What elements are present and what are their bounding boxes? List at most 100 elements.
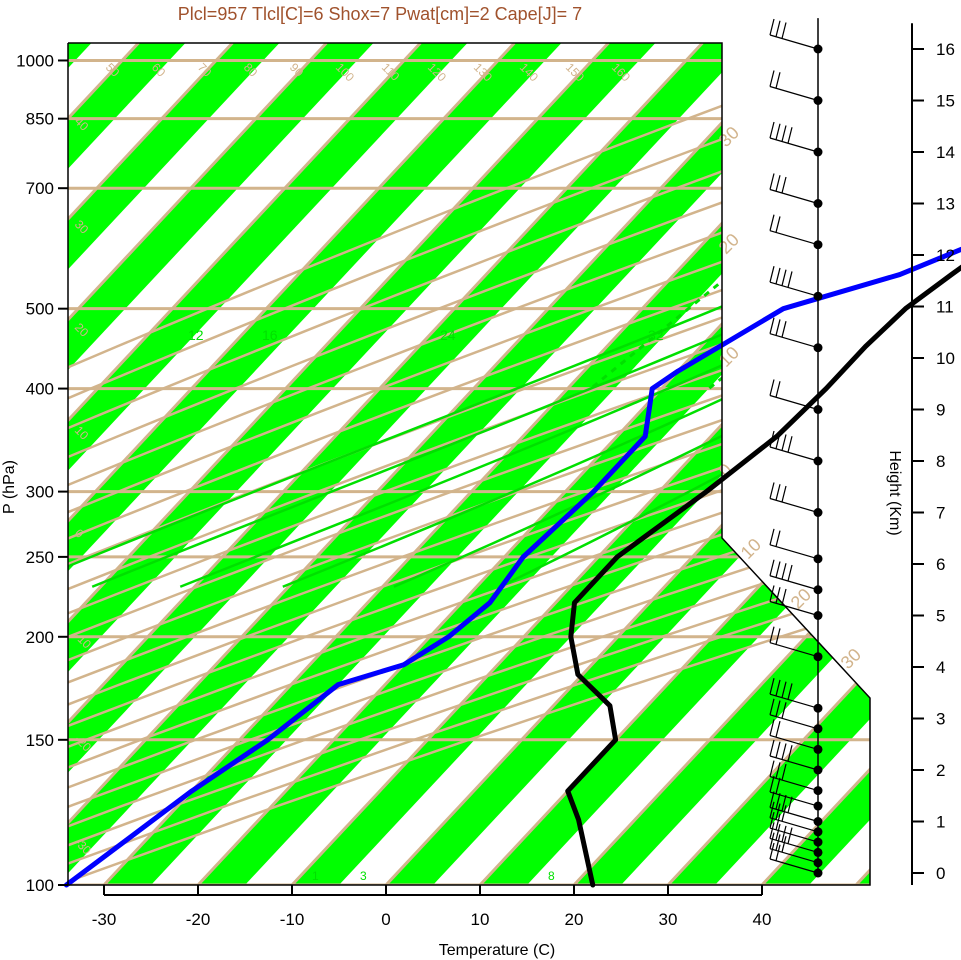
- wind-barb: [769, 34, 819, 50]
- wind-barb: [769, 137, 819, 153]
- wind-barb: [769, 575, 819, 591]
- wind-barb-feather: [787, 127, 793, 144]
- wind-barb-feather: [781, 321, 787, 338]
- wind-barb: [769, 642, 819, 658]
- pressure-tick-label: 150: [26, 731, 54, 750]
- mixing-ratio-line: [707, 43, 870, 390]
- humidity-bands: [68, 43, 870, 885]
- wind-barb-feather: [787, 436, 793, 453]
- band: [574, 43, 870, 885]
- height-tick-label: 13: [936, 195, 955, 214]
- pressure-tick-label: 850: [26, 110, 54, 129]
- wind-barb-feather: [769, 698, 775, 715]
- wind-barb-feather: [775, 123, 781, 140]
- isotherm: [68, 43, 704, 885]
- mixing-label: 12: [188, 327, 204, 343]
- dry-adiabat: [68, 43, 870, 885]
- moist-adiabat: [68, 59, 870, 588]
- wind-barb-feather: [775, 721, 781, 738]
- dry-adiabat: [68, 43, 870, 885]
- x-tick-label: 20: [565, 910, 584, 929]
- wind-barb-feather: [775, 72, 781, 89]
- wind-barb-feather: [781, 485, 787, 503]
- wind-barb-feather: [769, 482, 775, 499]
- wind-barb: [769, 837, 819, 853]
- wind-barb-feather: [769, 379, 775, 396]
- wind-barb-feather: [781, 434, 787, 451]
- wind-barb: [769, 817, 819, 833]
- height-tick-label: 8: [936, 452, 945, 471]
- x-tick-label: 10: [471, 910, 490, 929]
- dry-adiabat: [68, 43, 870, 885]
- height-tick-label: 11: [936, 298, 954, 317]
- pressure-tick-label: 300: [26, 483, 54, 502]
- isotherm: [68, 43, 328, 885]
- wind-barb-feather: [781, 836, 787, 853]
- wind-barb: [769, 188, 819, 205]
- wind-barb-feather: [769, 214, 775, 231]
- wind-barb-feather: [781, 763, 787, 781]
- wind-barb-feather: [775, 834, 781, 851]
- band: [292, 43, 870, 885]
- wind-barb-feather: [769, 832, 775, 849]
- wind-barb-feather: [775, 793, 781, 810]
- moist-adiabat: [282, 59, 870, 588]
- x-tick-label: 30: [659, 910, 678, 929]
- height-tick-label: 1: [936, 813, 945, 832]
- band: [480, 43, 870, 885]
- wind-barb: [769, 827, 819, 843]
- wind-barb-feather: [787, 564, 793, 582]
- wind-profile: [769, 18, 823, 878]
- wind-barb-feather: [769, 528, 775, 545]
- wind-barb-feather: [775, 813, 781, 830]
- wind-barb: [769, 848, 819, 864]
- pressure-tick-label: 700: [26, 179, 54, 198]
- wind-barb-feather: [775, 20, 781, 37]
- wind-barb: [769, 497, 819, 514]
- height-tick-label: 3: [936, 710, 945, 729]
- wind-barb-feather: [781, 176, 787, 194]
- wind-barb-feather: [775, 175, 781, 192]
- wind-barb-feather: [775, 587, 781, 604]
- wind-barb-feather: [781, 794, 787, 812]
- height-tick-label: 14: [936, 143, 955, 162]
- wind-barb-feather: [775, 741, 781, 758]
- wind-barb-feather: [775, 844, 781, 861]
- wind-barb-feather: [769, 18, 775, 36]
- moist-adiabat: [91, 59, 870, 588]
- moist-adiabat: [179, 59, 870, 588]
- y-axis-label: P (hPa): [1, 460, 18, 514]
- wind-barb-feather: [769, 559, 775, 576]
- wind-barb-feather: [775, 561, 781, 578]
- dry-adiabat: [68, 43, 870, 885]
- x-tick-label: -10: [280, 910, 305, 929]
- axes: -30 -20 -10 0 10 20 30 40 100 150 200 250 300 400 500 7…: [16, 51, 771, 929]
- wind-barb-feather: [781, 588, 787, 606]
- x-tick-label: -30: [92, 910, 117, 929]
- wind-barb: [769, 394, 819, 411]
- wind-barb-feather: [781, 563, 787, 580]
- isotherm: [666, 43, 870, 885]
- wind-barb: [769, 806, 819, 823]
- wind-barb-feather: [769, 585, 775, 602]
- dry-adiabat: [68, 43, 870, 885]
- wind-barb-feather: [775, 484, 781, 501]
- pressure-tick-label: 100: [26, 876, 54, 895]
- wind-barb: [769, 714, 819, 730]
- dry-adiabat: [68, 43, 870, 885]
- wind-barb-feather: [787, 745, 793, 762]
- wind-barb-feather: [775, 432, 781, 449]
- dry-adiabat: [68, 43, 870, 885]
- wind-barb-feather: [769, 801, 775, 818]
- wind-barb-feather: [775, 679, 781, 697]
- isotherm: [68, 43, 234, 885]
- band: [386, 43, 870, 885]
- wind-barb-feather: [781, 269, 787, 286]
- height-tick-label: 16: [936, 40, 955, 59]
- wind-barb-feather: [775, 530, 781, 547]
- wind-barb-feather: [775, 381, 781, 398]
- wind-barb-feather: [769, 317, 775, 334]
- height-tick-label: 4: [936, 658, 945, 677]
- pressure-tick-label: 200: [26, 628, 54, 647]
- wind-barb-feather: [769, 173, 775, 190]
